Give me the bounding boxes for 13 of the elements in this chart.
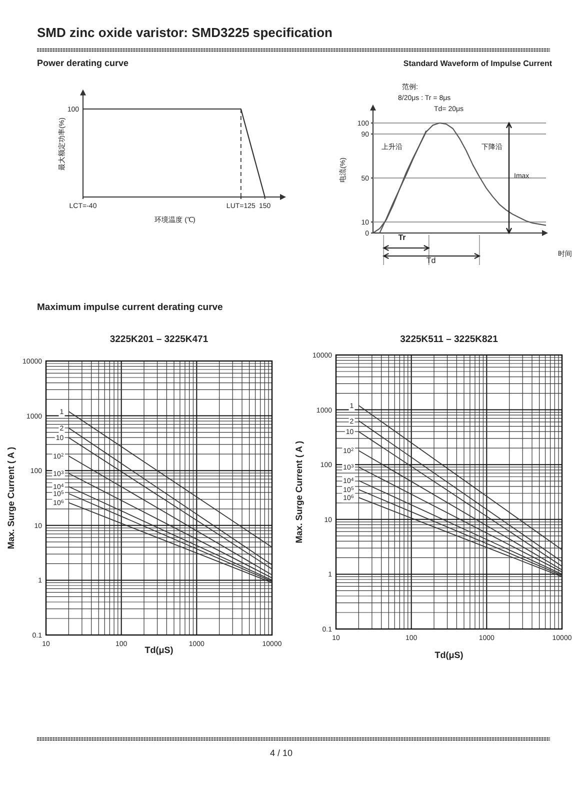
- x-axis-title: Td(μS): [144, 645, 174, 655]
- annotation: Tr: [398, 233, 406, 242]
- text: Maximum impulse current derating curve: [37, 302, 223, 313]
- chart-title: 3225K511 – 3225K821: [400, 334, 499, 345]
- y-axis-title: Max. Surge Current ( A ): [294, 440, 304, 544]
- x-axis-title: Td(μS): [434, 650, 464, 660]
- chart-title: Standard Waveform of Impulse Current: [403, 59, 552, 68]
- text: 4 / 10: [270, 748, 293, 758]
- chart-title: 3225K201 – 3225K471: [110, 334, 209, 345]
- text: Td: [426, 256, 436, 265]
- chart-title: Power derating curve: [37, 58, 129, 68]
- y-axis-title: Max. Surge Current ( A ): [6, 446, 16, 550]
- text: SMD zinc oxide varistor: SMD3225 specification: [37, 25, 333, 40]
